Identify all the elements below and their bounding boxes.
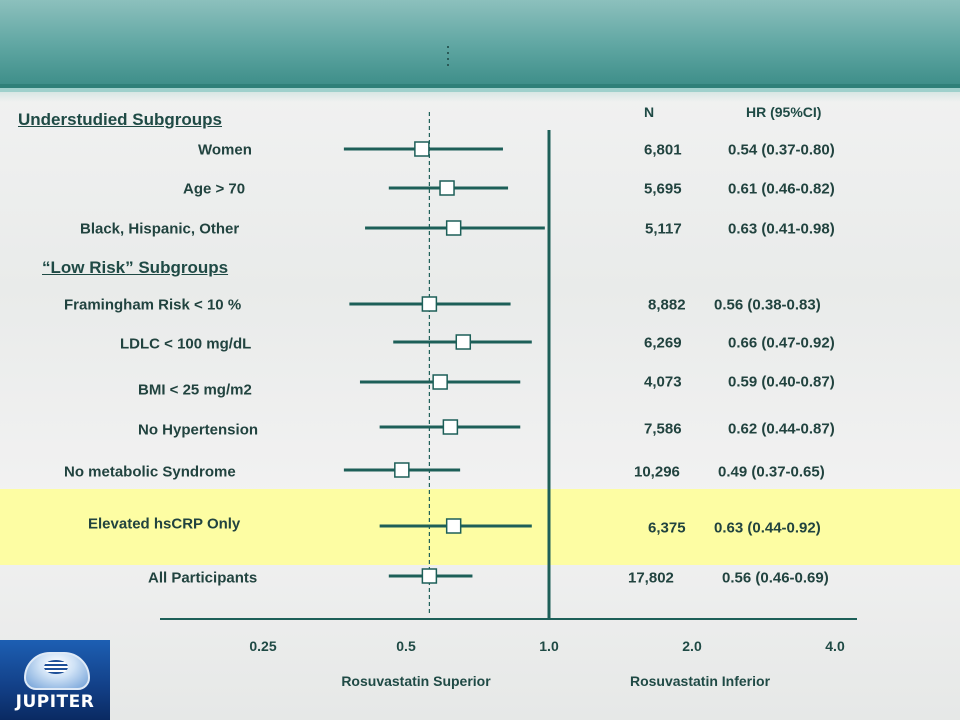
banner-rule (0, 84, 960, 88)
row-label: Age > 70 (183, 180, 246, 198)
row-n: 6,801 (644, 141, 682, 159)
row-label: No Hypertension (138, 421, 259, 439)
hr-marker (445, 518, 462, 534)
banner-dots (444, 46, 452, 76)
row-n: 8,882 (648, 296, 686, 314)
hr-marker (442, 419, 459, 435)
hr-marker (394, 462, 410, 478)
x-tick-label: 0.25 (249, 638, 276, 654)
row-hr-text: 0.63 (0.41-0.98) (728, 220, 835, 238)
row-hr-text: 0.49 (0.37-0.65) (718, 463, 825, 481)
column-header-n: N (644, 104, 655, 120)
jupiter-wordmark: JUPITER (15, 692, 95, 712)
banner-shadow (0, 92, 960, 102)
row-label: Women (198, 141, 252, 159)
row-n: 10,296 (634, 463, 680, 481)
row-n: 4,073 (644, 373, 682, 391)
row-label: BMI < 25 mg/m2 (138, 381, 252, 399)
section-low-risk: “Low Risk” Subgroups (42, 258, 229, 277)
section-understudied: Understudied Subgroups (18, 110, 222, 129)
title-banner (0, 0, 960, 84)
row-hr-text: 0.62 (0.44-0.87) (728, 420, 835, 438)
row-hr-text: 0.56 (0.46-0.69) (722, 569, 829, 587)
row-hr-text: 0.54 (0.37-0.80) (728, 141, 835, 159)
x-tick-label: 2.0 (682, 638, 702, 654)
hr-marker (421, 296, 438, 312)
row-label: Framingham Risk < 10 % (64, 296, 242, 314)
hr-marker (445, 220, 462, 236)
row-label: All Participants (148, 569, 258, 587)
row-n: 6,269 (644, 334, 682, 352)
row-hr-text: 0.66 (0.47-0.92) (728, 334, 835, 352)
axis-caption-inferior: Rosuvastatin Inferior (629, 673, 771, 689)
banner-rule-light (0, 88, 960, 92)
row-hr-text: 0.61 (0.46-0.82) (728, 180, 835, 198)
row-label: Elevated hsCRP Only (88, 515, 241, 533)
row-n: 7,586 (644, 420, 682, 438)
x-tick-label: 4.0 (825, 638, 845, 654)
row-n: 17,802 (628, 569, 674, 587)
row-hr-text: 0.63 (0.44-0.92) (714, 519, 821, 537)
row-n: 5,117 (645, 220, 682, 238)
hr-marker (439, 180, 455, 196)
row-label: Black, Hispanic, Other (80, 220, 240, 238)
jupiter-logo: JUPITER (0, 640, 110, 720)
row-n: 5,695 (644, 180, 682, 198)
x-tick-label: 1.0 (539, 638, 559, 654)
column-header-hr: HR (95%CI) (746, 104, 822, 120)
hr-marker (414, 141, 430, 157)
hr-marker (421, 568, 438, 584)
hr-marker (432, 374, 448, 390)
hr-marker (455, 334, 472, 350)
row-label: No metabolic Syndrome (64, 463, 236, 481)
row-hr-text: 0.56 (0.38-0.83) (714, 296, 821, 314)
axis-caption-superior: Rosuvastatin Superior (341, 673, 491, 689)
row-n: 6,375 (648, 519, 686, 537)
jupiter-badge-icon (24, 652, 90, 690)
row-hr-text: 0.59 (0.40-0.87) (728, 373, 835, 391)
row-label: LDLC < 100 mg/dL (120, 335, 252, 353)
x-tick-label: 0.5 (396, 638, 416, 654)
